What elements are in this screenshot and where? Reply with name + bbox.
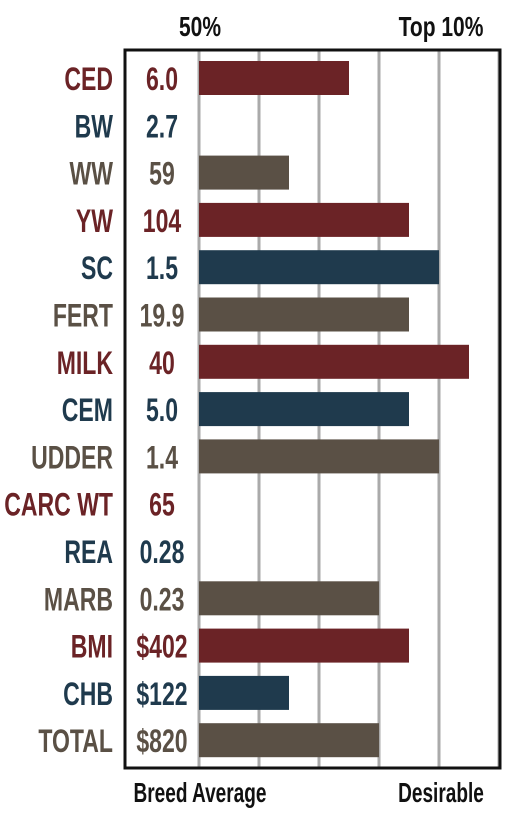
bar-ww — [199, 155, 289, 190]
bar-milk — [199, 344, 469, 379]
bar-yw — [199, 202, 409, 237]
trait-label: CED — [64, 61, 113, 97]
epd-value-label: 59 — [149, 156, 175, 192]
bars — [199, 61, 469, 758]
epd-value-label: $402 — [136, 629, 187, 665]
trait-label: MARB — [44, 582, 113, 618]
trait-label: SC — [81, 251, 113, 287]
epd-value-label: 0.23 — [140, 582, 185, 618]
epd-value-label: 0.28 — [140, 534, 185, 570]
bar-udder — [199, 439, 439, 474]
epd-value-label: 5.0 — [146, 392, 178, 428]
epd-value-label: 40 — [149, 345, 175, 381]
labels: CED 6.0 BW 2.7 WW 59 YW 104 SC 1.5 FERT 19.9 MILK 40 C… — [4, 12, 484, 809]
trait-label: FERT — [53, 298, 113, 334]
bar-bmi — [199, 628, 409, 663]
bottom-label-desirable: Desirable — [398, 777, 484, 809]
epd-value-label: 6.0 — [146, 61, 178, 97]
trait-label: CHB — [63, 676, 113, 712]
bar-total — [199, 723, 379, 758]
trait-label: YW — [76, 203, 114, 239]
bar-ced — [199, 61, 349, 95]
trait-label: WW — [70, 156, 114, 192]
trait-label: MILK — [57, 345, 113, 381]
top-label-top10: Top 10% — [399, 12, 484, 43]
epd-value-label: 104 — [143, 203, 182, 239]
bar-cem — [199, 392, 409, 427]
epd-value-label: $820 — [136, 724, 187, 760]
bar-fert — [199, 297, 409, 332]
epd-value-label: $122 — [136, 676, 187, 712]
trait-label: BMI — [71, 629, 113, 665]
trait-label: BW — [75, 109, 114, 145]
plot-frame — [123, 48, 502, 770]
bar-marb — [199, 581, 379, 616]
trait-label: UDDER — [31, 440, 113, 476]
trait-label: TOTAL — [38, 724, 113, 760]
epd-value-label: 2.7 — [146, 109, 178, 145]
trait-label: REA — [64, 534, 113, 570]
trait-label: CEM — [62, 392, 113, 428]
bar-chb — [199, 675, 289, 710]
epd-value-label: 1.4 — [146, 440, 178, 476]
bar-sc — [199, 250, 439, 285]
epd-value-label: 1.5 — [146, 251, 178, 287]
epd-value-label: 65 — [149, 487, 175, 523]
trait-label: CARC WT — [4, 487, 113, 523]
epd-value-label: 19.9 — [140, 298, 185, 334]
bottom-label-breed-average: Breed Average — [134, 777, 267, 809]
top-label-50: 50% — [179, 12, 221, 43]
